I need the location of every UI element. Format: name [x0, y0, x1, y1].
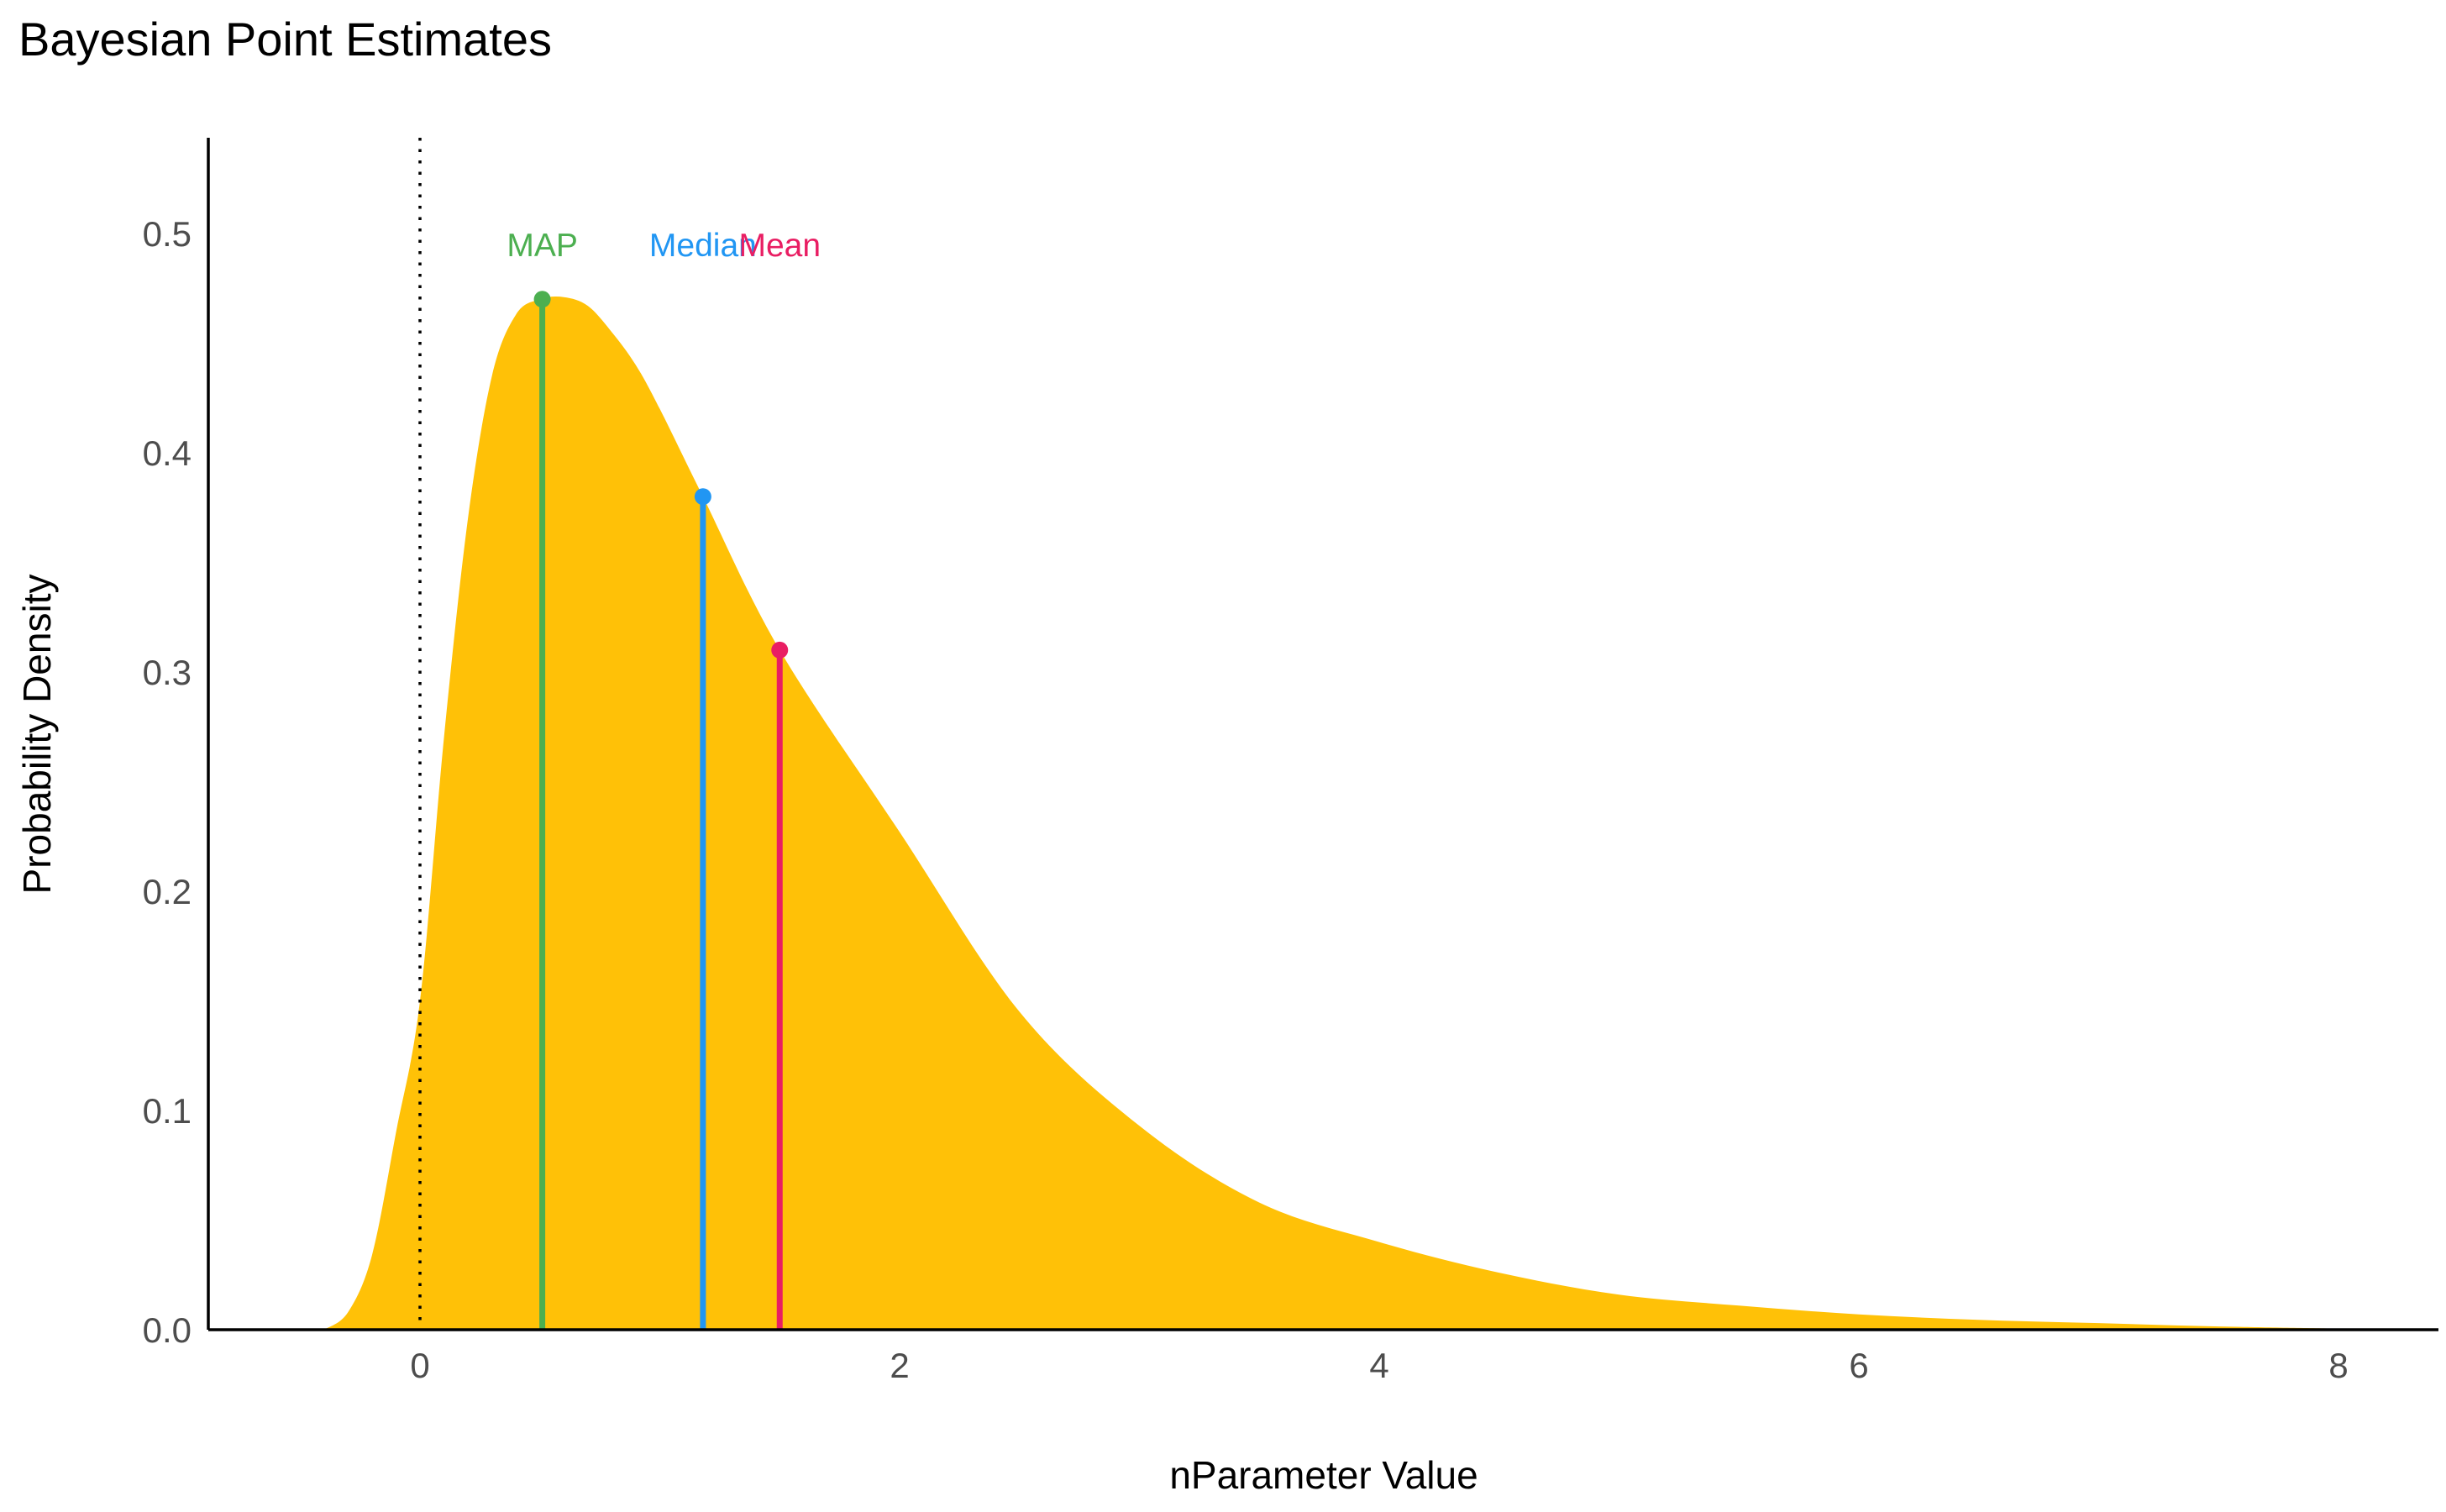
x-axis-title: nParameter Value [1169, 1453, 1478, 1497]
y-tick-label: 0.2 [143, 872, 192, 911]
density-area [323, 297, 2338, 1331]
y-tick-label: 0.1 [143, 1091, 192, 1131]
y-tick-label: 0.5 [143, 214, 192, 254]
x-tick-label: 4 [1369, 1346, 1388, 1385]
estimate-label-map: MAP [507, 228, 578, 264]
y-tick-label: 0.3 [143, 653, 192, 692]
y-axis-title: Probability Density [15, 575, 59, 895]
estimate-point-median [694, 488, 711, 506]
estimate-point-map [533, 291, 551, 308]
x-tick-label: 6 [1849, 1346, 1868, 1385]
chart-title: Bayesian Point Estimates [18, 13, 552, 66]
x-tick-label: 0 [410, 1346, 429, 1385]
y-tick-label: 0.0 [143, 1310, 192, 1350]
x-tick-label: 2 [890, 1346, 909, 1385]
estimate-label-mean: Mean [738, 228, 821, 264]
x-tick-label: 8 [2328, 1346, 2348, 1385]
estimate-point-mean [771, 641, 789, 659]
estimate-label-median: Median [649, 228, 757, 264]
y-tick-label: 0.4 [143, 433, 192, 473]
